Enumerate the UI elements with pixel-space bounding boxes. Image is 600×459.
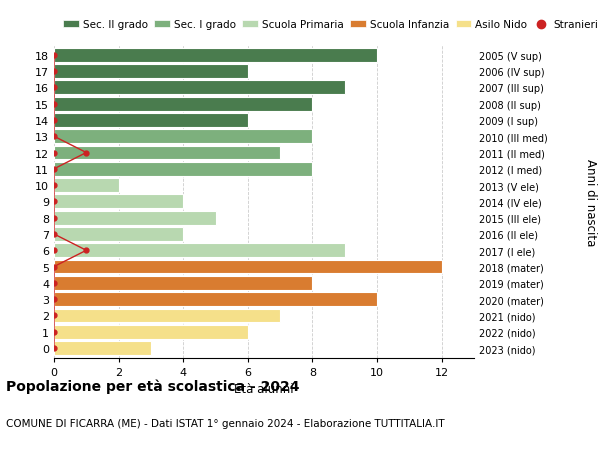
Bar — [54, 325, 248, 339]
Text: Popolazione per età scolastica - 2024: Popolazione per età scolastica - 2024 — [6, 379, 299, 393]
Bar — [54, 49, 377, 62]
Bar — [54, 81, 345, 95]
Bar — [54, 244, 345, 257]
Bar — [54, 179, 119, 193]
Bar — [54, 211, 215, 225]
Bar — [54, 292, 377, 307]
Bar — [54, 162, 313, 176]
Text: COMUNE DI FICARRA (ME) - Dati ISTAT 1° gennaio 2024 - Elaborazione TUTTITALIA.IT: COMUNE DI FICARRA (ME) - Dati ISTAT 1° g… — [6, 418, 445, 428]
Bar — [54, 341, 151, 355]
Bar — [54, 130, 313, 144]
Bar — [54, 309, 280, 323]
X-axis label: Età alunni: Età alunni — [234, 382, 294, 396]
Bar — [54, 228, 183, 241]
Legend: Sec. II grado, Sec. I grado, Scuola Primaria, Scuola Infanzia, Asilo Nido, Stran: Sec. II grado, Sec. I grado, Scuola Prim… — [59, 16, 600, 34]
Bar — [54, 114, 248, 128]
Bar — [54, 195, 183, 209]
Bar — [54, 276, 313, 290]
Bar — [54, 97, 313, 112]
Bar — [54, 260, 442, 274]
Bar — [54, 65, 248, 79]
Text: Anni di nascita: Anni di nascita — [584, 158, 597, 246]
Bar — [54, 146, 280, 160]
